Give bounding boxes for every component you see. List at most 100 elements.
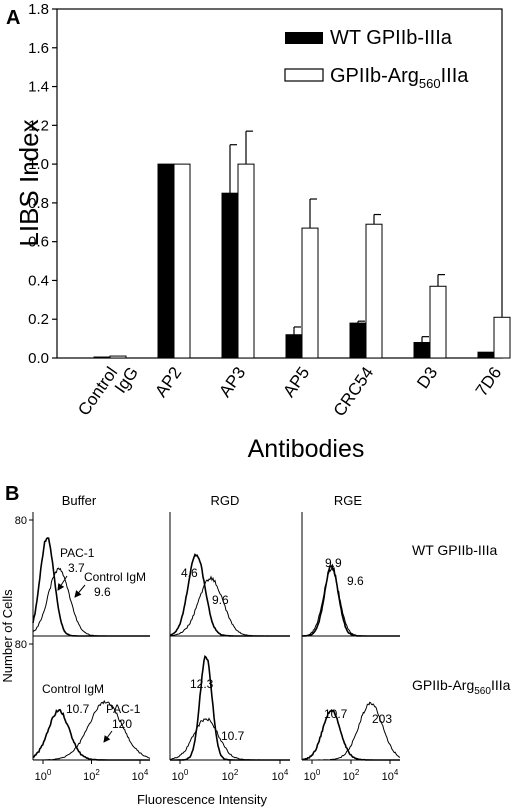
panel-b-xlabel: Fluorescence Intensity — [137, 792, 268, 807]
bar-arg560 — [237, 163, 255, 359]
panel-b-annotations: PAC-1 3.7 Control IgM 9.6 4.6 9.6 9.9 9.… — [42, 546, 392, 743]
histogram-curve — [170, 654, 290, 761]
x-tick-label: 7D6 — [472, 363, 505, 399]
histogram-curve — [169, 575, 290, 637]
panel-a-xlabel: Antibodies — [248, 435, 365, 463]
annot-control-igm: Control IgM — [84, 570, 146, 584]
x-tick-label-group: D3 — [413, 363, 441, 392]
x-tick-label-group: CRC54 — [330, 363, 378, 420]
x-tick-label: AP5 — [279, 363, 313, 400]
annot-igm-arrow — [74, 584, 86, 598]
annot-pac1: PAC-1 — [60, 546, 95, 560]
panel-a-bars — [93, 130, 511, 359]
annot-pac1-arrow-2 — [103, 730, 113, 743]
histogram-curve — [301, 708, 400, 761]
annot-r1c2-b: 203 — [372, 712, 392, 726]
x-tick-label-group: AP2 — [151, 363, 185, 400]
bar-wt — [157, 163, 175, 359]
bar-wt — [221, 192, 239, 359]
bar-arg560 — [109, 355, 127, 359]
panel-b-row-label-arg: GPIIb-Arg560IIIa — [412, 677, 511, 697]
panel-b-col-buffer: Buffer — [62, 493, 97, 508]
annot-r0c2-a: 9.9 — [325, 556, 342, 570]
x-tick-sublabel: IgG — [111, 363, 142, 396]
hist-x-tick-label: 104 — [382, 768, 399, 783]
y-tick-label: 0.8 — [28, 195, 49, 212]
hist-x-tick-label: 102 — [83, 768, 100, 783]
bar-wt — [477, 351, 495, 359]
panel-a-ylabel: LIBS Index — [14, 119, 44, 246]
annot-r1c0-a: 10.7 — [66, 702, 90, 716]
y-tick-label: 0.6 — [28, 234, 49, 251]
annot-r1c1-b: 10.7 — [221, 729, 245, 743]
legend-swatch-arg — [284, 68, 324, 82]
histogram-curve — [169, 717, 290, 761]
panel-b-label: B — [5, 483, 19, 505]
x-tick-label: AP3 — [215, 363, 249, 400]
bar-wt — [349, 322, 367, 359]
annot-r0c2-b: 9.6 — [347, 574, 364, 588]
bar-arg560 — [173, 163, 191, 359]
y-tick-label: 1.4 — [28, 79, 49, 96]
bar-arg560 — [301, 227, 319, 359]
panel-b-histograms: 80 80 100 102 104 100 102 104 100 102 104 — [15, 512, 401, 783]
histogram-curve — [301, 567, 400, 637]
panel-a-legend: WT GPIIb-IIIa GPIIb-Arg560IIIa — [284, 27, 469, 91]
legend-swatch-wt — [285, 32, 323, 44]
annot-control-igm-2: Control IgM — [42, 682, 104, 696]
annot-r1c1-a: 12.3 — [190, 677, 214, 691]
hist-x-tick-label: 102 — [222, 768, 239, 783]
bar-arg560 — [429, 285, 447, 359]
annot-r0c0-igm-value: 9.6 — [94, 585, 111, 599]
y-tick-label: 1.8 — [28, 1, 49, 18]
x-tick-label-group: 7D6 — [472, 363, 505, 399]
y-tick-label: 1.2 — [28, 117, 49, 134]
annot-r1c0-b: 120 — [112, 717, 132, 731]
x-tick-label-group: AP3 — [215, 363, 249, 400]
panel-b-ylabel: Number of Cells — [0, 589, 15, 683]
histogram-curve — [32, 699, 151, 761]
y-tick-label: 0.2 — [28, 311, 49, 328]
annot-r0c1-b: 9.6 — [212, 593, 229, 607]
x-tick-label: AP2 — [151, 363, 185, 400]
annot-r0c1-a: 4.6 — [181, 566, 198, 580]
histogram-curve — [32, 708, 150, 761]
bar-arg560 — [365, 223, 383, 359]
histogram-curve — [32, 567, 150, 637]
hist-x-tick-label: 102 — [343, 768, 360, 783]
legend-label-arg: GPIIb-Arg560IIIa — [330, 65, 469, 91]
bar-wt — [93, 356, 111, 359]
panel-b-row-label-wt: WT GPIIb-IIIa — [412, 542, 498, 558]
annot-pac1-2: PAC-1 — [106, 702, 141, 716]
x-tick-label: Control — [74, 363, 121, 419]
hist-y-tick-label: 80 — [15, 515, 27, 527]
annot-pac1-arrow — [57, 575, 68, 591]
y-tick-label: 1.6 — [28, 40, 49, 57]
hist-x-tick-label: 100 — [35, 768, 52, 783]
hist-y-tick-label: 80 — [15, 639, 27, 651]
panel-b-col-rgd: RGD — [211, 493, 240, 508]
x-tick-label: CRC54 — [330, 363, 378, 420]
y-tick-label: 0.4 — [28, 272, 49, 289]
panel-b-col-rge: RGE — [334, 493, 363, 508]
x-tick-label-group: AP5 — [279, 363, 313, 400]
bar-arg560 — [493, 316, 511, 359]
bar-wt — [285, 334, 303, 359]
panel-a-label: A — [6, 7, 20, 29]
hist-x-tick-label: 104 — [272, 768, 289, 783]
hist-x-tick-label: 100 — [304, 768, 321, 783]
annot-r0c0-pac1-value: 3.7 — [68, 561, 85, 575]
annot-r1c2-a: 10.7 — [324, 707, 348, 721]
x-tick-label: D3 — [413, 363, 441, 392]
histogram-curve — [302, 701, 401, 761]
hist-x-tick-label: 104 — [132, 768, 149, 783]
legend-label-wt: WT GPIIb-IIIa — [330, 27, 453, 49]
y-tick-label: 0.0 — [28, 350, 49, 367]
y-tick-label: 1.0 — [28, 156, 49, 173]
panel-a-axes: 0.0 0.2 0.4 0.6 0.8 1.0 1.2 1.4 1.6 1.8 ControlIgG… — [28, 1, 505, 420]
bar-wt — [413, 341, 431, 359]
hist-x-tick-label: 100 — [172, 768, 189, 783]
panel-a-plot-frame — [56, 8, 503, 359]
